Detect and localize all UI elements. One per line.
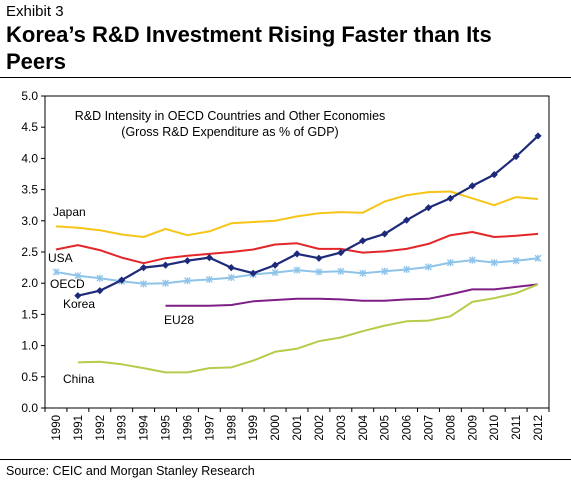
page-title: Korea’s R&D Investment Rising Faster tha… <box>6 22 492 74</box>
series-oecd <box>52 254 542 288</box>
x-tick-label: 2002 <box>314 415 326 441</box>
series-eu28 <box>165 283 539 307</box>
chart-background <box>0 78 571 458</box>
data-point <box>381 230 389 238</box>
data-point <box>183 277 191 285</box>
data-point <box>359 237 367 245</box>
series-line-usa <box>55 231 539 265</box>
data-point <box>446 194 454 202</box>
x-tick-label: 2012 <box>533 415 545 441</box>
rd-intensity-line-chart: 0.0 0.5 1.0 1.5 2.0 2.5 3.0 3.5 4.0 4.5 5.0 1990 199… <box>0 78 571 458</box>
series-usa <box>55 231 539 265</box>
x-tick-label: 1993 <box>117 415 129 441</box>
data-point <box>293 266 301 274</box>
series-line-eu28 <box>165 283 539 307</box>
x-tick-label: 2001 <box>292 415 304 441</box>
footer-divider <box>0 459 571 460</box>
series-china <box>77 283 539 374</box>
data-point <box>161 261 170 269</box>
data-point <box>140 280 148 288</box>
x-tick-label: 2004 <box>358 414 370 440</box>
series-label-china: China <box>63 372 95 386</box>
x-tick-label: 1996 <box>182 415 194 441</box>
x-tick-label: 2000 <box>270 415 282 441</box>
data-point <box>96 274 104 282</box>
data-point <box>74 272 82 280</box>
data-point <box>315 268 323 276</box>
x-tick-label: 1997 <box>204 415 216 441</box>
x-tick-label: 2010 <box>489 415 501 441</box>
data-point <box>52 268 60 276</box>
x-tick-label: 1991 <box>73 415 85 441</box>
y-tick-label: 0.0 <box>21 401 38 415</box>
exhibit-label: Exhibit 3 <box>6 3 64 20</box>
data-point <box>468 182 476 190</box>
data-point <box>227 274 235 282</box>
data-point <box>512 257 520 265</box>
y-tick-label: 3.0 <box>21 214 38 228</box>
x-tick-label: 1994 <box>139 414 151 440</box>
x-tick-label: 1995 <box>161 415 173 441</box>
data-point <box>162 279 169 287</box>
y-tick-label: 2.5 <box>21 245 38 259</box>
y-tick-label: 1.0 <box>21 339 38 353</box>
y-tick-label: 1.5 <box>21 307 38 321</box>
data-point <box>468 256 476 264</box>
chart-axes: 0.0 0.5 1.0 1.5 2.0 2.5 3.0 3.5 4.0 4.5 5.0 1990 199… <box>21 89 550 441</box>
data-point <box>293 250 301 258</box>
x-tick-label: 2007 <box>424 415 436 441</box>
x-tick-label: 1992 <box>95 415 107 441</box>
series-label-usa: USA <box>48 251 73 265</box>
data-point <box>337 249 345 257</box>
data-point <box>337 267 345 275</box>
data-point <box>403 265 411 273</box>
y-tick-label: 5.0 <box>21 89 38 103</box>
data-point <box>96 287 104 295</box>
x-tick-label: 2003 <box>336 415 348 441</box>
x-tick-label: 1990 <box>51 415 63 441</box>
title-divider <box>0 77 571 78</box>
series-labels: Japan USA OECD Korea EU28 China <box>48 205 194 386</box>
data-point <box>425 263 432 271</box>
chart-subtitle: (Gross R&D Expenditure as % of GDP) <box>121 125 338 139</box>
data-point <box>534 132 542 140</box>
data-point <box>205 275 213 283</box>
data-point <box>490 171 498 179</box>
series-line-korea <box>77 135 539 297</box>
y-tick-label: 4.5 <box>21 120 38 134</box>
data-point <box>359 269 367 277</box>
x-tick-label: 2011 <box>511 415 523 440</box>
source-note: Source: CEIC and Morgan Stanley Research <box>6 464 255 478</box>
data-point <box>534 254 542 262</box>
data-point <box>402 216 411 224</box>
data-point <box>381 267 389 275</box>
series-label-japan: Japan <box>53 205 86 219</box>
x-tick-label: 2005 <box>380 415 392 441</box>
x-tick-label: 2006 <box>402 415 414 441</box>
series-label-eu28: EU28 <box>164 313 194 327</box>
series-layer <box>52 132 542 374</box>
x-tick-label: 2008 <box>445 415 457 441</box>
series-line-china <box>77 283 539 374</box>
series-label-korea: Korea <box>63 297 95 311</box>
y-tick-label: 0.5 <box>21 370 38 384</box>
x-tick-label: 1998 <box>226 415 238 441</box>
data-point <box>490 259 498 267</box>
y-tick-label: 2.0 <box>21 276 38 290</box>
y-tick-label: 4.0 <box>21 151 38 165</box>
x-tick-label: 1999 <box>248 415 260 441</box>
data-point <box>271 261 279 269</box>
data-point <box>446 259 454 267</box>
chart-title: R&D Intensity in OECD Countries and Othe… <box>75 109 386 123</box>
data-point <box>249 269 257 277</box>
data-point <box>271 269 279 277</box>
series-label-oecd: OECD <box>50 277 85 291</box>
y-tick-label: 3.5 <box>21 183 38 197</box>
data-point <box>74 292 82 300</box>
data-point <box>424 204 433 212</box>
x-tick-label: 2009 <box>467 415 479 441</box>
